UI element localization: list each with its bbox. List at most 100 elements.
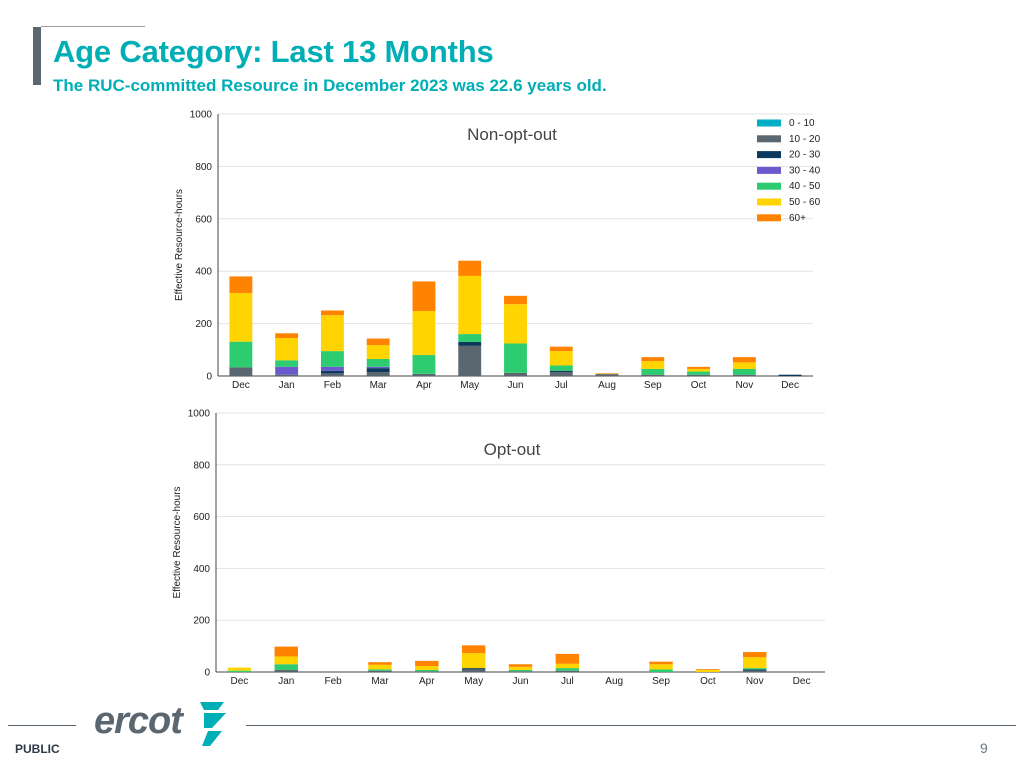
bar-segment-10-20 xyxy=(320,373,344,376)
bar-segment-20-30 xyxy=(461,668,486,670)
bar-segment-50-60 xyxy=(732,362,756,369)
footer-rule-left xyxy=(8,725,76,726)
bar-segment-10-20 xyxy=(366,372,390,376)
x-tick-label: Oct xyxy=(700,676,716,687)
legend-swatch-30-40 xyxy=(757,166,781,174)
bar-segment-60plus xyxy=(504,295,527,305)
bar-segment-60plus xyxy=(458,260,482,276)
y-tick-label: 200 xyxy=(195,319,212,330)
legend-swatch-60plus xyxy=(757,214,781,222)
bar-segment-20-30 xyxy=(549,370,573,373)
bar-segment-60plus xyxy=(649,661,673,665)
y-tick-label: 800 xyxy=(193,460,210,471)
y-tick-label: 0 xyxy=(204,668,210,679)
legend-label-50-60: 50 - 60 xyxy=(789,197,821,208)
x-tick-label: Nov xyxy=(746,676,764,687)
bar-segment-30-40 xyxy=(275,366,299,375)
bar-segment-60plus xyxy=(595,373,619,375)
slide-title: Age Category: Last 13 Months xyxy=(53,34,494,69)
x-tick-label: Jul xyxy=(555,380,568,391)
bar-segment-40-50 xyxy=(368,669,392,671)
bar-segment-10-20 xyxy=(743,670,767,672)
legend-label-40-50: 40 - 50 xyxy=(789,181,821,192)
bar-segment-40-50 xyxy=(649,669,673,672)
x-tick-label: Oct xyxy=(691,380,707,391)
page-number: 9 xyxy=(980,740,988,756)
bar-segment-10-20 xyxy=(595,374,619,376)
bar-segment-50-60 xyxy=(227,667,252,671)
x-tick-label: Aug xyxy=(605,676,623,687)
x-tick-label: Dec xyxy=(781,380,799,391)
bar-segment-20-30 xyxy=(778,374,802,376)
bar-segment-50-60 xyxy=(555,663,580,669)
bar-segment-40-50 xyxy=(732,368,756,375)
y-tick-label: 0 xyxy=(206,372,212,383)
bar-segment-50-60 xyxy=(461,653,486,669)
y-axis-title: Effective Resource-hours xyxy=(174,189,185,301)
bar-segment-60plus xyxy=(368,662,392,665)
bar-segment-50-60 xyxy=(696,669,720,672)
bar-segment-20-30 xyxy=(320,370,344,374)
y-tick-label: 400 xyxy=(193,564,210,575)
x-tick-label: Jan xyxy=(278,676,294,687)
legend-label-60plus: 60+ xyxy=(789,213,806,224)
bar-segment-10-20 xyxy=(687,374,711,376)
legend-label-30-40: 30 - 40 xyxy=(789,165,821,176)
header-top-rule xyxy=(41,26,145,27)
bar-segment-10-20 xyxy=(549,372,573,376)
bar-segment-50-60 xyxy=(687,368,711,372)
bar-segment-20-30 xyxy=(743,669,767,671)
bar-segment-10-20 xyxy=(229,367,253,376)
bar-segment-60plus xyxy=(641,357,665,362)
bar-segment-60plus xyxy=(415,660,439,667)
y-tick-label: 600 xyxy=(193,512,210,523)
y-tick-label: 200 xyxy=(193,616,210,627)
bar-segment-40-50 xyxy=(458,334,482,342)
title-accent-bar xyxy=(33,27,41,85)
bar-segment-10-20 xyxy=(732,374,756,376)
bar-segment-40-50 xyxy=(415,669,439,672)
legend-label-20-30: 20 - 30 xyxy=(789,150,821,161)
bar-segment-50-60 xyxy=(649,664,673,670)
x-tick-label: Nov xyxy=(735,380,753,391)
x-tick-label: Feb xyxy=(324,380,342,391)
bar-segment-10-20 xyxy=(458,345,482,376)
y-axis-title: Effective Resource-hours xyxy=(172,486,183,598)
x-tick-label: Feb xyxy=(324,676,342,687)
bar-segment-50-60 xyxy=(415,666,439,670)
non-opt-out-chart: 0 200 400 600 800 1000 Effective Resource-hour… xyxy=(174,110,821,392)
bar-segment-60plus xyxy=(743,652,767,658)
bar-segment-50-60 xyxy=(412,311,436,356)
bar-segment-60plus xyxy=(274,646,298,657)
x-tick-label: Jun xyxy=(512,676,528,687)
bar-segment-50-60 xyxy=(368,664,392,670)
bar-segment-50-60 xyxy=(508,666,533,670)
bar-segment-10-20 xyxy=(555,670,580,672)
bar-segment-20-30 xyxy=(595,374,619,375)
y-tick-label: 800 xyxy=(195,162,212,173)
x-tick-label: Sep xyxy=(652,676,670,687)
bar-segment-40-50 xyxy=(549,365,573,371)
bar-segment-50-60 xyxy=(320,315,344,352)
bar-segment-60plus xyxy=(696,669,720,670)
y-tick-label: 1000 xyxy=(188,409,211,420)
legend-swatch-0-10 xyxy=(757,119,781,127)
x-tick-label: Mar xyxy=(370,380,388,391)
footer-rule-right xyxy=(246,725,1016,726)
bar-segment-40-50 xyxy=(227,670,252,672)
bar-segment-40-50 xyxy=(641,368,665,375)
bar-segment-40-50 xyxy=(366,358,390,367)
x-tick-label: Jun xyxy=(507,380,523,391)
bar-segment-10-20 xyxy=(508,671,533,672)
bar-segment-10-20 xyxy=(412,373,436,376)
bar-segment-50-60 xyxy=(229,292,253,342)
y-tick-label: 600 xyxy=(195,214,212,225)
bar-segment-50-60 xyxy=(275,338,299,361)
bar-segment-40-50 xyxy=(504,343,527,373)
bar-segment-40-50 xyxy=(275,360,299,367)
bar-segment-40-50 xyxy=(555,668,580,671)
bar-segment-10-20 xyxy=(415,671,439,672)
bar-segment-20-30 xyxy=(458,341,482,346)
bar-segment-10-20 xyxy=(641,374,665,376)
bar-segment-40-50 xyxy=(229,341,253,368)
